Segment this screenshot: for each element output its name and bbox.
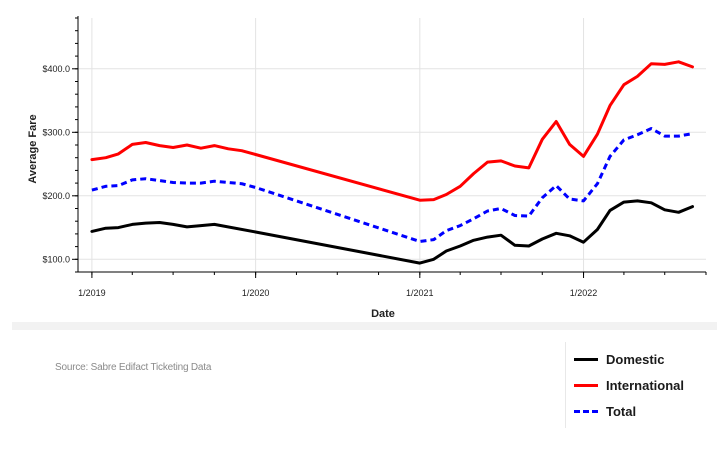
grid-lines xyxy=(78,18,706,272)
legend: Domestic International Total xyxy=(574,346,712,424)
legend-item-international: International xyxy=(574,372,712,398)
x-tick-label: 1/2021 xyxy=(406,288,434,298)
legend-label-total: Total xyxy=(606,403,637,419)
legend-label-international: International xyxy=(606,377,685,393)
x-tick-label: 1/2019 xyxy=(78,288,106,298)
y-tick-label: $200.0 xyxy=(42,191,70,201)
y-tick-label: $400.0 xyxy=(42,64,70,74)
legend-item-total: Total xyxy=(574,398,712,424)
x-tick-label: 1/2022 xyxy=(570,288,598,298)
series-lines xyxy=(90,60,694,265)
series-line-total xyxy=(91,127,693,243)
y-axis-title: Average Fare xyxy=(27,114,39,183)
legend-item-domestic: Domestic xyxy=(574,346,712,372)
x-axis-title: Date xyxy=(371,308,395,320)
axes: $100.0 $200.0 $300.0 $400.0 1/2019 1/2020 1/20… xyxy=(42,16,707,298)
y-tick-label: $300.0 xyxy=(42,127,70,137)
legend-swatch-domestic xyxy=(574,357,598,361)
divider-band xyxy=(12,322,717,330)
y-tick-label: $100.0 xyxy=(42,254,70,264)
legend-swatch-international xyxy=(574,383,598,387)
legend-swatch-total xyxy=(574,409,598,413)
legend-divider xyxy=(565,342,566,428)
series-line-domestic xyxy=(90,199,694,265)
series-line-international xyxy=(90,60,694,202)
legend-label-domestic: Domestic xyxy=(606,351,665,367)
source-note: Source: Sabre Edifact Ticketing Data xyxy=(55,362,212,373)
x-tick-label: 1/2020 xyxy=(242,288,270,298)
line-chart: $100.0 $200.0 $300.0 $400.0 1/2019 1/2020 1/20… xyxy=(27,16,707,320)
